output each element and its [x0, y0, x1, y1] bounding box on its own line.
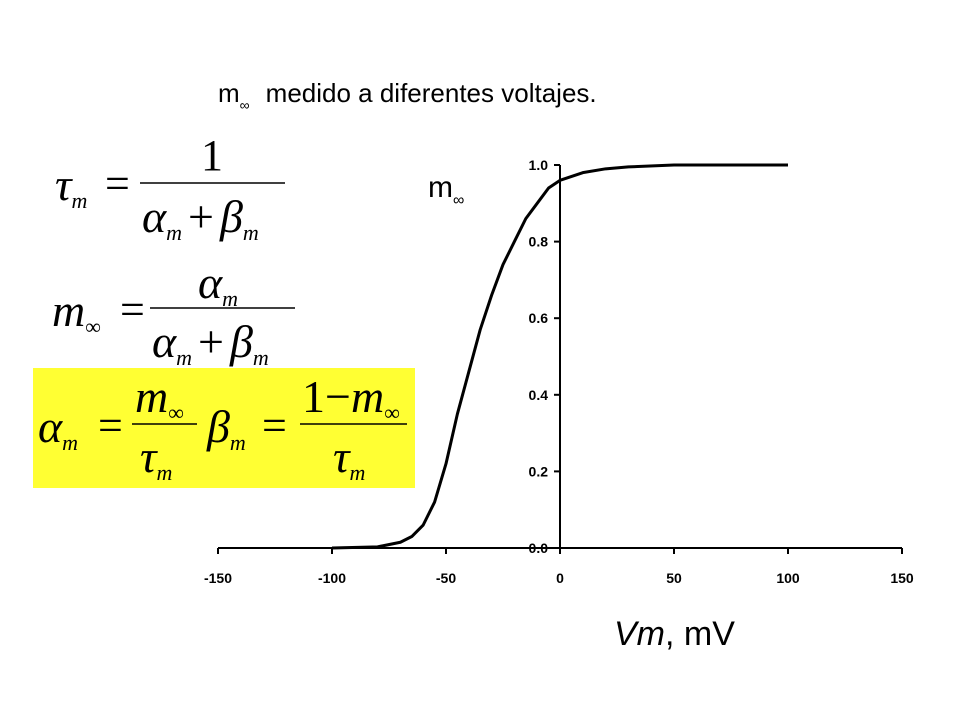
- sym: α: [142, 191, 167, 242]
- sym: m: [176, 345, 192, 370]
- sym: 1: [201, 131, 223, 180]
- sym: =: [262, 401, 287, 450]
- sym: −: [325, 371, 351, 422]
- x-tick-label: 100: [776, 570, 800, 586]
- sym: 1: [302, 371, 325, 422]
- y-tick-label: 0.8: [529, 234, 549, 250]
- sym: α: [38, 401, 63, 452]
- formula-num: m∞: [135, 371, 184, 425]
- sym: ∞: [85, 314, 101, 339]
- sym: +: [188, 191, 214, 242]
- y-tick-label: 0.0: [529, 540, 549, 556]
- sym: α: [152, 316, 177, 367]
- sym: =: [105, 159, 130, 208]
- sym: m: [166, 220, 182, 245]
- formula-tau: τm: [55, 159, 87, 213]
- formula-beta: βm: [206, 401, 246, 455]
- sym: τ: [333, 431, 351, 482]
- sym: m: [253, 345, 269, 370]
- y-tick-label: 0.4: [529, 387, 549, 403]
- formula-den: τm: [333, 431, 365, 485]
- sym: =: [98, 401, 123, 450]
- sym: m: [62, 430, 78, 455]
- sym: m: [349, 460, 365, 485]
- x-tick-label: -50: [436, 570, 456, 586]
- sym: τ: [55, 159, 73, 210]
- sym: α: [198, 257, 223, 308]
- x-tick-label: 0: [556, 570, 564, 586]
- sym: m: [243, 220, 259, 245]
- sym: β: [229, 316, 253, 367]
- sym: m: [135, 371, 168, 422]
- xlabel-text: , mV: [665, 615, 735, 653]
- formula-minf: m∞: [52, 285, 101, 339]
- title-subscript: ∞: [240, 97, 250, 113]
- y-tick-label: 0.2: [529, 463, 549, 479]
- y-axis-label: m∞: [428, 171, 464, 209]
- x-axis-label: Vm, mV: [614, 615, 735, 653]
- formula-num: 1−m∞: [302, 371, 400, 425]
- x-tick-label: -100: [318, 570, 346, 586]
- sym: =: [120, 285, 145, 334]
- formula-den: αm + βm: [142, 191, 259, 245]
- formula-num: αm: [198, 257, 238, 311]
- curve: [331, 163, 788, 550]
- sym: β: [219, 191, 243, 242]
- sym: m: [351, 371, 384, 422]
- formula-alpha: αm: [38, 401, 78, 455]
- highlight-box: [33, 368, 415, 488]
- formula-den: αm + βm: [152, 316, 269, 370]
- sym: m: [52, 285, 85, 336]
- sym: +: [198, 316, 224, 367]
- title-text: medido a diferentes voltajes.: [266, 78, 597, 108]
- sym: τ: [140, 431, 158, 482]
- sym: ∞: [168, 400, 184, 425]
- x-tick-label: 50: [666, 570, 682, 586]
- formula-den: τm: [140, 431, 172, 485]
- plot: -150 -100 -50 0 50 100 150 0.0 0.2 0.4 0.6 0.8 1.0: [204, 157, 914, 586]
- chart-title: m∞ medido a diferentes voltajes.: [218, 78, 597, 113]
- sym: m: [156, 460, 172, 485]
- y-tick-label: 0.6: [529, 310, 549, 326]
- sym: ∞: [384, 400, 400, 425]
- x-tick-label: 150: [890, 570, 914, 586]
- ylabel-symbol: m: [428, 171, 453, 204]
- x-tick-label: -150: [204, 570, 232, 586]
- title-symbol: m: [218, 78, 240, 108]
- sym: m: [71, 188, 87, 213]
- ylabel-subscript: ∞: [453, 192, 464, 209]
- y-tick-label: 1.0: [529, 157, 549, 173]
- sym: m: [230, 430, 246, 455]
- xlabel-italic: Vm: [614, 615, 665, 653]
- sym: β: [206, 401, 230, 452]
- sym: m: [222, 286, 238, 311]
